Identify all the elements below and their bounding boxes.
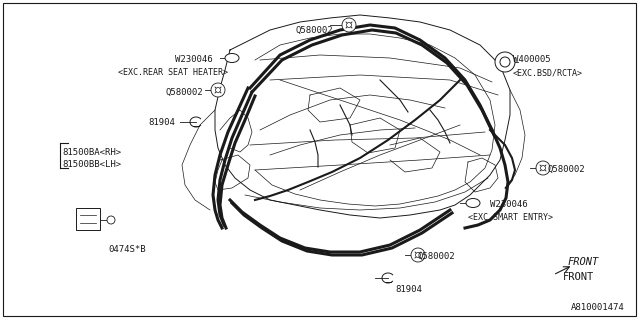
Circle shape [415,252,420,258]
Text: FRONT: FRONT [563,272,595,282]
Text: A810001474: A810001474 [572,303,625,312]
Text: <EXC.REAR SEAT HEATER>: <EXC.REAR SEAT HEATER> [118,68,228,77]
Text: Q580002: Q580002 [548,165,586,174]
Ellipse shape [225,53,239,62]
Circle shape [536,161,550,175]
Text: <EXC.BSD/RCTA>: <EXC.BSD/RCTA> [513,68,583,77]
Circle shape [495,52,515,72]
Circle shape [107,216,115,224]
Circle shape [211,83,225,97]
Text: Q580002: Q580002 [418,252,456,261]
Text: 81904: 81904 [395,285,422,294]
Text: Q580002: Q580002 [165,88,203,97]
Text: 81500BB<LH>: 81500BB<LH> [62,160,121,169]
Text: Q580002: Q580002 [295,26,333,35]
Text: <EXC.SMART ENTRY>: <EXC.SMART ENTRY> [468,213,553,222]
Text: 0474S*B: 0474S*B [108,245,146,254]
Text: 81500BA<RH>: 81500BA<RH> [62,148,121,157]
FancyBboxPatch shape [76,208,100,230]
Circle shape [541,165,545,171]
Text: W230046: W230046 [175,55,212,64]
Circle shape [500,57,510,67]
Circle shape [346,22,351,28]
Circle shape [342,18,356,32]
Text: 81904: 81904 [148,118,175,127]
Text: W400005: W400005 [513,55,550,64]
Text: W230046: W230046 [490,200,527,209]
Circle shape [411,248,425,262]
Ellipse shape [466,198,480,207]
Text: FRONT: FRONT [568,257,599,267]
Circle shape [216,88,220,92]
